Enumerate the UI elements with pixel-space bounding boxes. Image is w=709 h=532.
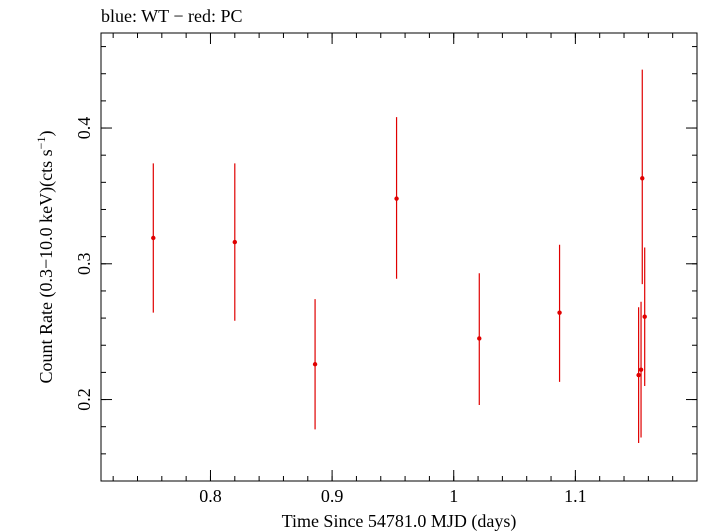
chart-title: blue: WT − red: PC	[101, 6, 242, 26]
x-tick-label: 0.8	[199, 486, 222, 506]
data-point	[636, 372, 641, 378]
x-axis-label: Time Since 54781.0 MJD (days)	[282, 511, 517, 532]
y-tick-label: 0.2	[74, 388, 94, 411]
data-point	[642, 314, 647, 319]
tick-labels: 0.8 0.9 1 1.1 0.2 0.3 0.4	[74, 117, 587, 506]
data-point	[557, 310, 562, 315]
y-tick-label: 0.4	[74, 117, 94, 140]
x-tick-label: 0.9	[321, 486, 344, 506]
plot-frame	[100, 32, 698, 482]
data-point	[640, 176, 645, 181]
data-point	[638, 367, 644, 372]
data-points	[151, 69, 647, 443]
y-axis-label-sup: −1	[34, 137, 48, 150]
x-tick-label: 1.1	[564, 486, 587, 506]
y-axis-label: Count Rate (0.3−10.0 keV)(cts s−1)	[34, 131, 57, 384]
y-axis-label-main: Count Rate (0.3−10.0 keV)(cts s	[36, 149, 57, 383]
data-point	[312, 362, 318, 367]
data-point	[394, 196, 399, 201]
y-tick-label: 0.3	[74, 253, 94, 276]
data-point	[232, 239, 237, 245]
y-axis-label-end: )	[36, 131, 57, 137]
axis-ticks	[101, 33, 698, 481]
data-point	[477, 336, 482, 341]
data-point	[151, 235, 156, 241]
x-tick-label: 1	[449, 486, 458, 506]
